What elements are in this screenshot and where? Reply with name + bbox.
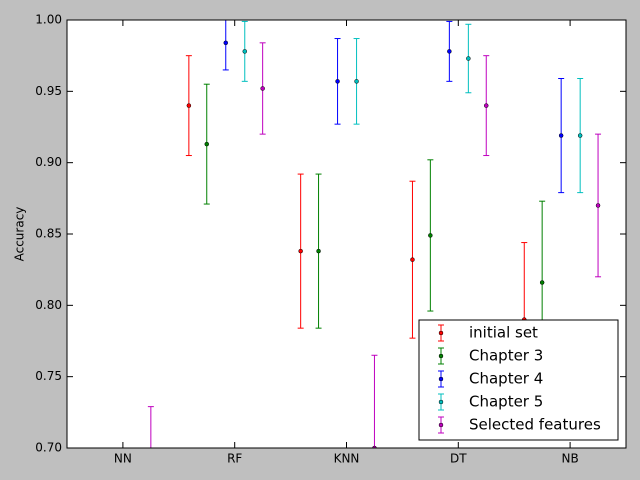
point — [204, 141, 209, 147]
y-tick-label: 0.70 — [35, 441, 62, 455]
legend-glyph — [438, 353, 444, 359]
point — [466, 56, 471, 61]
legend-glyph — [438, 399, 444, 405]
point — [484, 103, 489, 108]
point — [558, 133, 564, 138]
point — [260, 86, 265, 91]
point — [447, 49, 452, 54]
point — [298, 248, 303, 254]
y-axis-label: Accuracy — [13, 207, 27, 262]
point — [410, 257, 415, 262]
legend-label: initial set — [469, 324, 538, 342]
point — [595, 203, 601, 208]
point — [242, 49, 248, 54]
point — [335, 79, 340, 84]
legend-label: Chapter 3 — [469, 347, 543, 365]
point — [428, 233, 433, 238]
plot-frame — [66, 19, 627, 449]
x-tick-label: NB — [561, 452, 578, 466]
point — [316, 248, 321, 254]
point — [354, 79, 359, 84]
y-tick-label: 0.85 — [35, 227, 62, 241]
legend-glyph — [438, 376, 444, 382]
point — [223, 40, 229, 46]
x-tick-label: KNN — [334, 452, 360, 466]
y-tick-label: 1.00 — [35, 13, 62, 27]
y-tick-label: 0.80 — [35, 298, 62, 312]
legend-glyph — [438, 330, 444, 336]
y-tick-label: 0.90 — [35, 155, 62, 169]
point — [186, 103, 192, 108]
axes: 0.70 0.75 0.80 0.85 0.90 0.95 1.00 NN RF KNN DT NB — [35, 13, 626, 466]
y-tick-label: 0.75 — [35, 369, 62, 383]
point — [577, 133, 583, 138]
x-tick-label: NN — [114, 452, 132, 466]
legend-label: Chapter 5 — [469, 393, 543, 411]
legend: initial set Chapter 3 Chapter 4 Chapter 5 Se… — [418, 319, 619, 441]
x-tick-label: DT — [450, 452, 467, 466]
legend-box — [418, 319, 619, 441]
legend-label: Selected features — [469, 416, 601, 434]
point — [539, 280, 545, 285]
legend-glyph — [438, 422, 444, 428]
x-tick-label: RF — [227, 452, 242, 466]
legend-label: Chapter 4 — [469, 370, 543, 388]
y-tick-label: 0.95 — [35, 84, 62, 98]
